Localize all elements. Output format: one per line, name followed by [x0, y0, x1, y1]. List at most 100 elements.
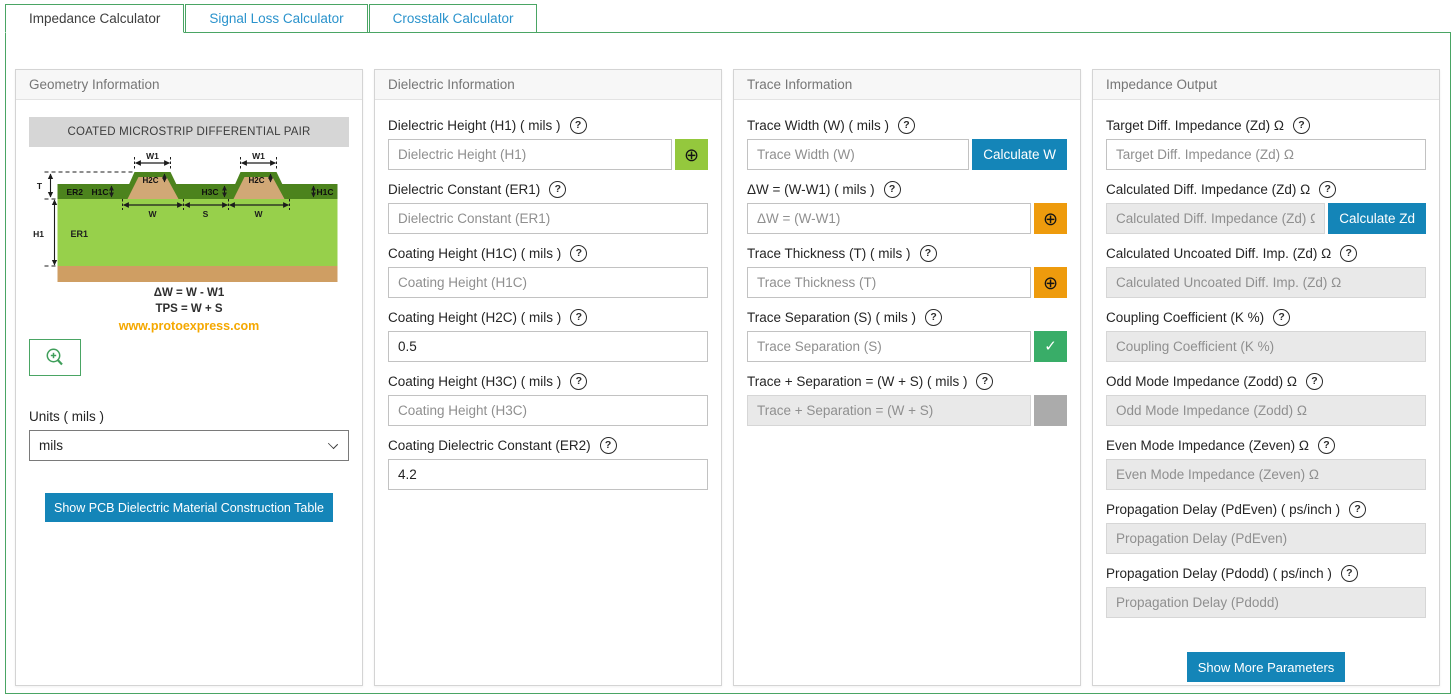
calculated-diff-impedance-label: Calculated Diff. Impedance (Zd) Ω	[1106, 182, 1311, 197]
propagation-delay-pdodd-input	[1106, 587, 1426, 618]
help-icon[interactable]: ?	[883, 181, 901, 198]
geometry-panel-title: Geometry Information	[16, 70, 362, 100]
calculate-zd-button[interactable]: Calculate Zd	[1328, 203, 1426, 234]
trace-plus-separation-label: Trace + Separation = (W + S) ( mils )	[747, 374, 968, 389]
trace-separation-input[interactable]	[747, 331, 1031, 362]
calculated-uncoated-diff-imp-input	[1106, 267, 1426, 298]
help-icon[interactable]: ?	[1292, 117, 1310, 134]
diagram-label-t: T	[37, 181, 43, 191]
coating-height-h3c-input[interactable]	[388, 395, 708, 426]
diagram-label-w-left: W	[148, 209, 157, 219]
diagram-label-w-right: W	[254, 209, 263, 219]
website-link[interactable]: www.protoexpress.com	[118, 319, 260, 333]
diagram-formula-tps: TPS = W + S	[155, 303, 223, 315]
units-label: Units ( mils )	[29, 409, 104, 424]
diagram-label-h2c-right: H2C	[248, 176, 264, 185]
help-icon[interactable]: ?	[1273, 309, 1291, 326]
help-icon[interactable]: ?	[1340, 565, 1358, 582]
calculated-diff-impedance-input	[1106, 203, 1326, 234]
calculate-w-button[interactable]: Calculate W	[972, 139, 1067, 170]
trace-thickness-label: Trace Thickness (T) ( mils )	[747, 246, 911, 261]
trace-separation-label: Trace Separation (S) ( mils )	[747, 310, 917, 325]
magnifier-plus-icon	[46, 348, 63, 365]
check-icon: ✓	[1044, 338, 1057, 355]
coating-height-h3c-label: Coating Height (H3C) ( mils )	[388, 374, 562, 389]
add-dielectric-height-button[interactable]: ⊕	[675, 139, 708, 170]
even-mode-impedance-label: Even Mode Impedance (Zeven) Ω	[1106, 438, 1309, 453]
dielectric-constant-label: Dielectric Constant (ER1)	[388, 182, 541, 197]
help-icon[interactable]: ?	[898, 117, 915, 134]
help-icon[interactable]: ?	[1319, 181, 1337, 198]
cross-section-diagram: W1 W1 H2C H2C T ER2	[33, 151, 338, 282]
propagation-delay-pdeven-input	[1106, 523, 1426, 554]
coupling-coefficient-label: Coupling Coefficient (K %)	[1106, 310, 1265, 325]
diagram-title: COATED MICROSTRIP DIFFERENTIAL PAIR	[29, 117, 349, 147]
target-diff-impedance-input[interactable]	[1106, 139, 1426, 170]
dielectric-height-input[interactable]	[388, 139, 672, 170]
help-icon[interactable]: ?	[919, 245, 937, 262]
diagram-label-h1: H1	[33, 229, 44, 239]
diagram-label-er2: ER2	[67, 187, 84, 197]
impedance-output-panel: Impedance Output Target Diff. Impedance …	[1092, 69, 1440, 686]
coating-height-h1c-label: Coating Height (H1C) ( mils )	[388, 246, 562, 261]
help-icon[interactable]: ?	[570, 373, 588, 390]
trace-plus-separation-button	[1034, 395, 1067, 426]
circled-plus-icon: ⊕	[683, 144, 700, 165]
coupling-coefficient-input	[1106, 331, 1426, 362]
coating-height-h2c-input[interactable]	[388, 331, 708, 362]
tab-impedance-calculator[interactable]: Impedance Calculator	[5, 4, 185, 33]
tab-bar: Impedance Calculator Signal Loss Calcula…	[0, 0, 1456, 33]
dielectric-constant-input[interactable]	[388, 203, 708, 234]
trace-width-input[interactable]	[747, 139, 970, 170]
diagram-label-h3c: H3C	[202, 187, 219, 197]
help-icon[interactable]: ?	[570, 309, 588, 326]
impedance-panel-title: Impedance Output	[1093, 70, 1439, 100]
add-delta-w-button[interactable]: ⊕	[1034, 203, 1067, 234]
calculator-content: Geometry Information COATED MICROSTRIP D…	[5, 32, 1451, 694]
coating-dielectric-constant-input[interactable]	[388, 459, 708, 490]
diagram-label-h1c-left: H1C	[92, 187, 109, 197]
trace-thickness-input[interactable]	[747, 267, 1031, 298]
coating-dielectric-constant-label: Coating Dielectric Constant (ER2)	[388, 438, 591, 453]
help-icon[interactable]: ?	[1317, 437, 1335, 454]
propagation-delay-pdodd-label: Propagation Delay (Pdodd) ( ps/inch )	[1106, 566, 1332, 581]
dielectric-panel-title: Dielectric Information	[375, 70, 721, 100]
help-icon[interactable]: ?	[925, 309, 943, 326]
circled-plus-icon: ⊕	[1042, 208, 1059, 229]
diagram-label-er1: ER1	[71, 229, 89, 239]
diagram-formula-delta-w: ΔW = W - W1	[153, 287, 225, 299]
help-icon[interactable]: ?	[570, 245, 588, 262]
even-mode-impedance-input	[1106, 459, 1426, 490]
propagation-delay-pdeven-label: Propagation Delay (PdEven) ( ps/inch )	[1106, 502, 1341, 517]
help-icon[interactable]: ?	[599, 437, 617, 454]
show-more-parameters-button[interactable]: Show More Parameters	[1186, 652, 1346, 682]
calculated-uncoated-diff-imp-label: Calculated Uncoated Diff. Imp. (Zd) Ω	[1106, 246, 1332, 261]
help-icon[interactable]: ?	[1305, 373, 1323, 390]
add-trace-thickness-button[interactable]: ⊕	[1034, 267, 1067, 298]
geometry-information-panel: Geometry Information COATED MICROSTRIP D…	[15, 69, 363, 686]
diagram-label-h1c-right: H1C	[317, 187, 334, 197]
confirm-trace-separation-button[interactable]: ✓	[1034, 331, 1067, 362]
diagram-label-w1-right: W1	[252, 151, 265, 161]
diagram-zoom-button[interactable]	[29, 339, 81, 376]
diagram-label-s: S	[203, 209, 209, 219]
help-icon[interactable]: ?	[1349, 501, 1367, 518]
help-icon[interactable]: ?	[569, 117, 587, 134]
target-diff-impedance-label: Target Diff. Impedance (Zd) Ω	[1106, 118, 1284, 133]
dielectric-information-panel: Dielectric Information Dielectric Height…	[374, 69, 722, 686]
coating-height-h2c-label: Coating Height (H2C) ( mils )	[388, 310, 562, 325]
help-icon[interactable]: ?	[976, 373, 994, 390]
units-select[interactable]: mils	[29, 430, 349, 461]
tab-crosstalk-calculator[interactable]: Crosstalk Calculator	[368, 4, 538, 33]
delta-w-input[interactable]	[747, 203, 1031, 234]
show-pcb-table-button[interactable]: Show PCB Dielectric Material Constructio…	[44, 493, 334, 522]
trace-plus-separation-input	[747, 395, 1031, 426]
diagram-label-h2c-left: H2C	[142, 176, 158, 185]
coating-height-h1c-input[interactable]	[388, 267, 708, 298]
help-icon[interactable]: ?	[1340, 245, 1358, 262]
help-icon[interactable]: ?	[549, 181, 567, 198]
diagram-label-w1-left: W1	[146, 151, 159, 161]
odd-mode-impedance-input	[1106, 395, 1426, 426]
tab-signal-loss-calculator[interactable]: Signal Loss Calculator	[185, 4, 368, 33]
